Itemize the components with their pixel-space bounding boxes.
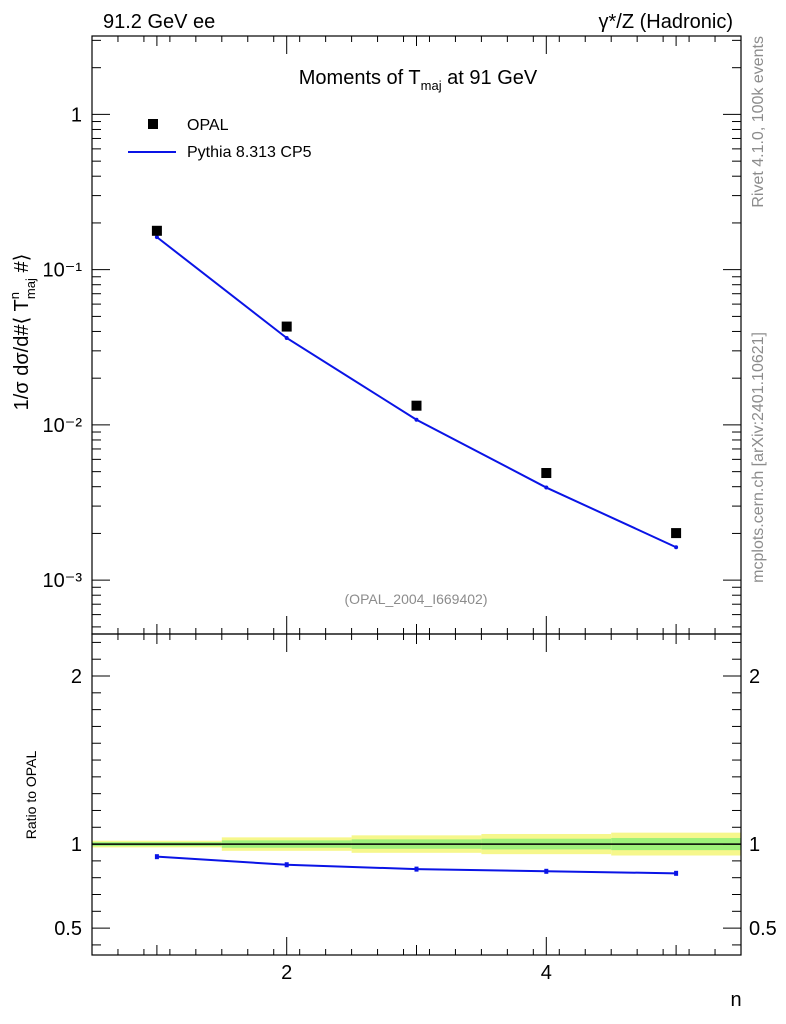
main-ylabel: 1/σ dσ/d#⟨ Tnmaj #⟩ — [7, 254, 38, 411]
opal-point — [671, 528, 682, 539]
opal-point — [281, 321, 292, 332]
ratio-y-tick-label: 1 — [71, 834, 82, 856]
y-tick-label: 10⁻³ — [43, 570, 83, 592]
x-tick-label: 4 — [541, 962, 552, 984]
ratio-y-tick-label-right: 1 — [749, 834, 760, 856]
header-left: 91.2 GeV ee — [103, 11, 215, 33]
ratio-plot — [92, 832, 741, 876]
mc-point — [674, 545, 679, 550]
ratio-point — [544, 868, 549, 874]
mc-point — [284, 335, 289, 340]
ratio-y-tick-label-right: 0.5 — [749, 918, 777, 940]
rivet-version-label: Rivet 4.1.0, 100k events — [750, 36, 767, 208]
mc-line — [156, 236, 677, 549]
plot-frames: 2 4 10⁻³ 10⁻² 10⁻¹ 1 0.5 0.5 1 1 2 2 — [43, 35, 777, 984]
y-tick-label: 1 — [71, 104, 82, 126]
mc-point — [544, 485, 549, 490]
legend: OPAL Pythia 8.313 CP5 — [128, 117, 312, 161]
x-axis-label: n — [730, 989, 741, 1011]
opal-point — [541, 468, 552, 479]
legend-pythia-label: Pythia 8.313 CP5 — [187, 144, 312, 161]
ratio-point — [674, 870, 679, 876]
mc-point — [154, 235, 159, 240]
header-right: γ*/Z (Hadronic) — [599, 11, 733, 33]
x-tick-label: 2 — [281, 962, 292, 984]
ratio-y-tick-label-right: 2 — [749, 666, 760, 688]
ratio-frame — [91, 633, 742, 956]
y-tick-label: 10⁻¹ — [43, 260, 83, 282]
ratio-y-tick-label: 2 — [71, 666, 82, 688]
mc-point — [414, 417, 419, 422]
svg-text:1/σ dσ/d#⟨ Tnmaj #⟩: 1/σ dσ/d#⟨ Tnmaj #⟩ — [7, 254, 38, 411]
main-title: Moments of Tmaj at 91 GeV — [299, 67, 538, 93]
ratio-point — [414, 866, 419, 872]
ratio-point — [154, 854, 159, 860]
ratio-ylabel: Ratio to OPAL — [23, 751, 39, 840]
legend-opal-marker — [148, 119, 158, 129]
opal-point — [411, 400, 422, 411]
legend-opal-label: OPAL — [187, 117, 229, 134]
ratio-y-tick-label: 0.5 — [54, 918, 82, 940]
opal-point — [151, 225, 162, 236]
analysis-reference: (OPAL_2004_I669402) — [345, 591, 488, 607]
main-plot — [151, 225, 682, 550]
mcplots-label: mcplots.cern.ch [arXiv:2401.10621] — [750, 332, 767, 583]
ratio-point — [284, 862, 289, 868]
y-tick-label: 10⁻² — [43, 415, 83, 437]
